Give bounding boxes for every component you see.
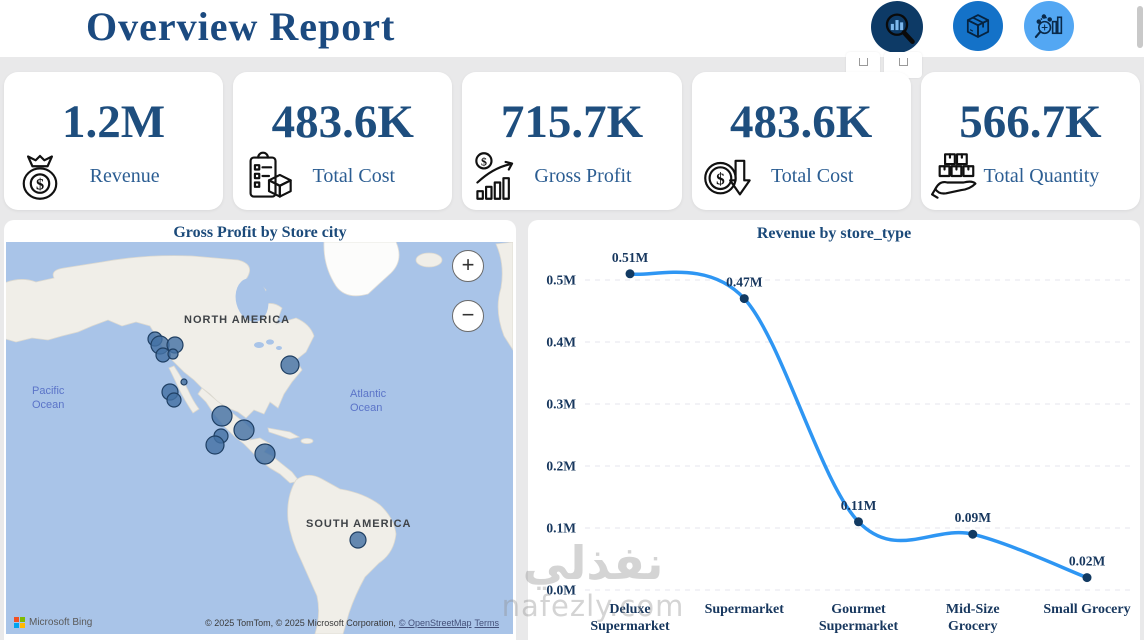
terms-link[interactable]: Terms [474,618,500,628]
svg-text:$: $ [481,155,487,169]
kpi-card-revenue: 1.2M $ Revenue [4,72,224,210]
chart-magnifier-icon[interactable] [1024,1,1074,51]
kpi-value: 483.6K [271,96,414,148]
svg-text:$: $ [716,170,725,189]
svg-text:0.02M: 0.02M [1069,554,1106,569]
store-city-bubble [233,419,255,441]
money-bag-icon: $ [14,150,66,202]
svg-text:0.0M: 0.0M [546,583,576,598]
kpi-label: Gross Profit [534,165,632,187]
svg-text:Mid-Size: Mid-Size [946,602,1000,617]
map-title: Gross Profit by Store city [173,224,347,241]
page-title: Overview Report [86,4,396,49]
svg-text:0.47M: 0.47M [726,275,763,290]
microsoft-logo-icon [14,617,25,628]
store-city-bubble [205,435,225,455]
kpi-card-total-cost-1: 483.6K Total Cost [233,72,453,210]
store-city-bubble [254,443,276,465]
coin-growth-icon: $ [472,150,524,202]
clipboard-box-icon [243,150,295,202]
svg-text:Small Grocery: Small Grocery [1043,602,1130,617]
map-label-south-america: SOUTH AMERICA [306,518,412,530]
map-bubble-layer [147,331,367,549]
data-point [1082,573,1092,583]
kpi-label: Total Cost [312,165,396,187]
revenue-line-chart[interactable]: 0.0M 0.1M 0.2M 0.3M 0.4M 0.5M 0.51M 0.47M 0.11M 0… [528,246,1140,638]
svg-text:0.09M: 0.09M [955,510,992,525]
kpi-value: 1.2M [62,96,166,148]
map-label-pacific-ocean: Pacific Ocean [32,385,65,411]
svg-text:0.4M: 0.4M [546,335,576,350]
store-city-bubble [280,355,300,375]
kpi-label: Revenue [89,165,160,187]
kpi-card-total-cost-2: 483.6K $ Total Cost [691,72,911,210]
microsoft-bing-logo: Microsoft Bing [14,617,92,628]
map-attribution: © 2025 TomTom, © 2025 Microsoft Corporat… [205,618,499,628]
package-box-icon[interactable] [953,1,1003,51]
map-zoom-in-button[interactable]: + [452,250,484,282]
magnifier-bars-icon[interactable] [871,1,923,53]
map-visual: Gross Profit by Store city [4,220,516,640]
svg-text:Grocery: Grocery [948,619,998,634]
store-city-bubble [180,378,188,386]
store-city-bubble [349,531,367,549]
map-label-north-america: NORTH AMERICA [184,314,291,326]
openstreetmap-link[interactable]: © OpenStreetMap [398,618,472,628]
map-zoom-out-button[interactable]: − [452,300,484,332]
svg-text:0.5M: 0.5M [546,273,576,288]
kpi-label: Total Cost [770,165,854,187]
svg-text:Supermarket: Supermarket [590,619,670,634]
data-point [968,529,978,539]
store-city-bubble [166,392,182,408]
kpi-value: 715.7K [500,96,644,148]
map-label-atlantic-ocean: Atlantic Ocean [350,388,387,414]
kpi-label: Total Quantity [983,165,1100,187]
kpi-row: 1.2M $ Revenue 483.6K [4,72,1141,210]
data-point [625,269,635,279]
svg-text:0.2M: 0.2M [546,459,576,474]
tab-glyph-icon [858,58,868,66]
header-bar: Overview Report [0,0,1144,57]
store-city-bubble [167,348,179,360]
store-city-bubble [211,405,233,427]
svg-text:0.3M: 0.3M [546,397,576,412]
kpi-value: 566.7K [959,96,1102,148]
svg-text:0.1M: 0.1M [546,521,576,536]
revenue-line [628,270,1089,580]
data-point [854,517,863,527]
tab-glyph-icon [898,58,908,66]
svg-text:Supermarket: Supermarket [705,602,785,617]
kpi-value: 483.6K [730,96,873,148]
hand-boxes-icon [930,150,983,202]
data-point [739,294,749,304]
kpi-card-gross-profit: 715.7K $ Gross Profit [462,72,682,210]
line-chart-visual: Revenue by store_type 0.0M 0.1M 0.2M 0.3M 0.… [528,220,1140,640]
svg-text:Deluxe: Deluxe [609,602,650,617]
svg-text:0.11M: 0.11M [841,498,877,513]
svg-text:Gourmet: Gourmet [831,602,886,617]
scrollbar-thumb[interactable] [1137,6,1143,48]
chart-title: Revenue by store_type [756,225,912,242]
coin-down-arrow-icon: $ [702,150,754,202]
map-canvas[interactable]: NORTH AMERICA SOUTH AMERICA Pacific Ocean… [6,242,513,634]
svg-text:$: $ [36,176,44,194]
svg-text:0.51M: 0.51M [612,250,649,265]
svg-text:Supermarket: Supermarket [819,619,899,634]
kpi-card-total-quantity: 566.7K Total Quantity [920,72,1141,210]
